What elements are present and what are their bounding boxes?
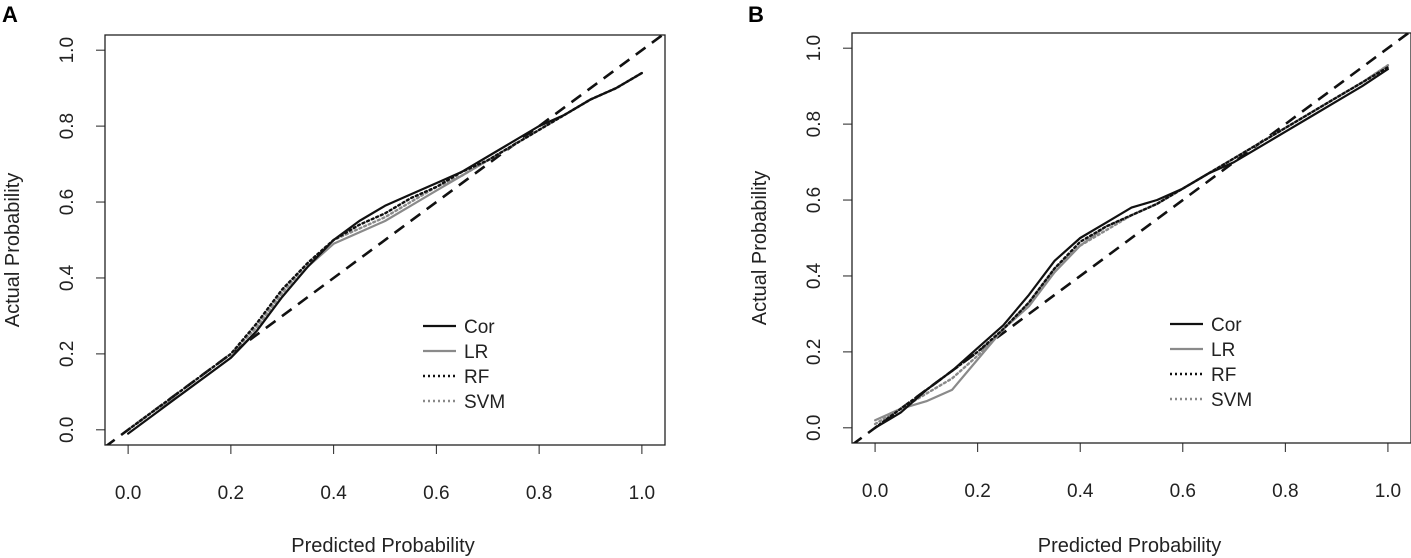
panel-a: A 0.0 0.2 0.4 0.6 0.8 1.0 0.0 0.2 0.4 0.6 0.8 1.0 Pr…	[2, 2, 666, 557]
panel-a-x-tick-label: 1.0	[629, 483, 655, 504]
panel-a-x-tick-label: 0.2	[218, 483, 244, 504]
panel-a-plot-area	[105, 35, 665, 445]
panel-b-y-tick-label: 0.2	[804, 339, 825, 365]
panel-b-x-tick-label: 0.8	[1272, 481, 1298, 502]
panel-a-x-tick-label: 0.8	[526, 483, 552, 504]
panel-b-ideal-reference-line	[852, 33, 1411, 443]
panel-b-letter: B	[748, 2, 764, 27]
panel-b-x-tick-label: 0.6	[1170, 481, 1196, 502]
panel-a-legend-label-rf: RF	[464, 367, 489, 388]
panel-b-legend-label-svm: SVM	[1211, 390, 1252, 411]
panel-b: B 0.0 0.2 0.4 0.6 0.8 1.0 0.0 0.2 0.4 0.6 0.8 1.0 Pr…	[748, 2, 1411, 557]
panel-b-x-tick-label: 1.0	[1375, 481, 1401, 502]
panel-a-letter: A	[2, 2, 18, 27]
panel-b-series-rf-line	[873, 65, 1390, 429]
panel-b-x-axis-title: Predicted Probability	[1038, 535, 1221, 557]
panel-a-y-tick-label: 0.8	[57, 113, 78, 139]
panel-a-y-tick-label: 0.0	[57, 417, 78, 443]
panel-b-y-tick-label: 0.0	[804, 415, 825, 441]
panel-b-y-tick-label: 0.6	[804, 187, 825, 213]
panel-a-x-tick-label: 0.6	[423, 483, 449, 504]
panel-a-x-tick-label: 0.0	[115, 483, 141, 504]
panel-a-y-tick-label: 0.6	[57, 189, 78, 215]
panel-a-y-tick-label: 0.4	[57, 264, 78, 291]
panel-b-x-tick-label: 0.4	[1067, 481, 1094, 502]
panel-b-legend: Cor LR RF SVM	[1170, 315, 1252, 411]
panel-b-series-cor-line	[873, 67, 1390, 429]
panel-b-x-tick-label: 0.2	[964, 481, 990, 502]
panel-b-y-axis-title: Actual Probability	[749, 171, 771, 326]
panel-a-ideal-reference-line	[105, 35, 665, 445]
panel-b-legend-label-rf: RF	[1211, 365, 1236, 386]
panel-b-y-tick-label: 1.0	[804, 35, 825, 61]
panel-a-y-tick-label: 1.0	[57, 37, 78, 63]
panel-a-x-axis-title: Predicted Probability	[291, 535, 474, 557]
panel-b-x-tick-label: 0.0	[862, 481, 888, 502]
panel-b-plot-area	[852, 33, 1411, 443]
panel-a-legend-label-svm: SVM	[464, 392, 505, 413]
panel-a-legend-label-cor: Cor	[464, 317, 495, 338]
panel-b-series-lr-line	[873, 64, 1390, 422]
panel-a-series-rf-line	[126, 71, 644, 431]
panel-a-x-tick-label: 0.4	[320, 483, 347, 504]
panel-b-y-tick-label: 0.4	[804, 262, 825, 289]
panel-a-legend-label-lr: LR	[464, 342, 488, 363]
panel-a-y-tick-label: 0.2	[57, 341, 78, 367]
panel-b-y-tick-label: 0.8	[804, 111, 825, 137]
panel-a-y-axis-title: Actual Probability	[2, 173, 24, 328]
panel-b-legend-label-lr: LR	[1211, 340, 1235, 361]
panel-a-legend: Cor LR RF SVM	[423, 317, 505, 413]
panel-b-legend-label-cor: Cor	[1211, 315, 1242, 336]
panel-a-series-cor-line	[127, 71, 644, 435]
